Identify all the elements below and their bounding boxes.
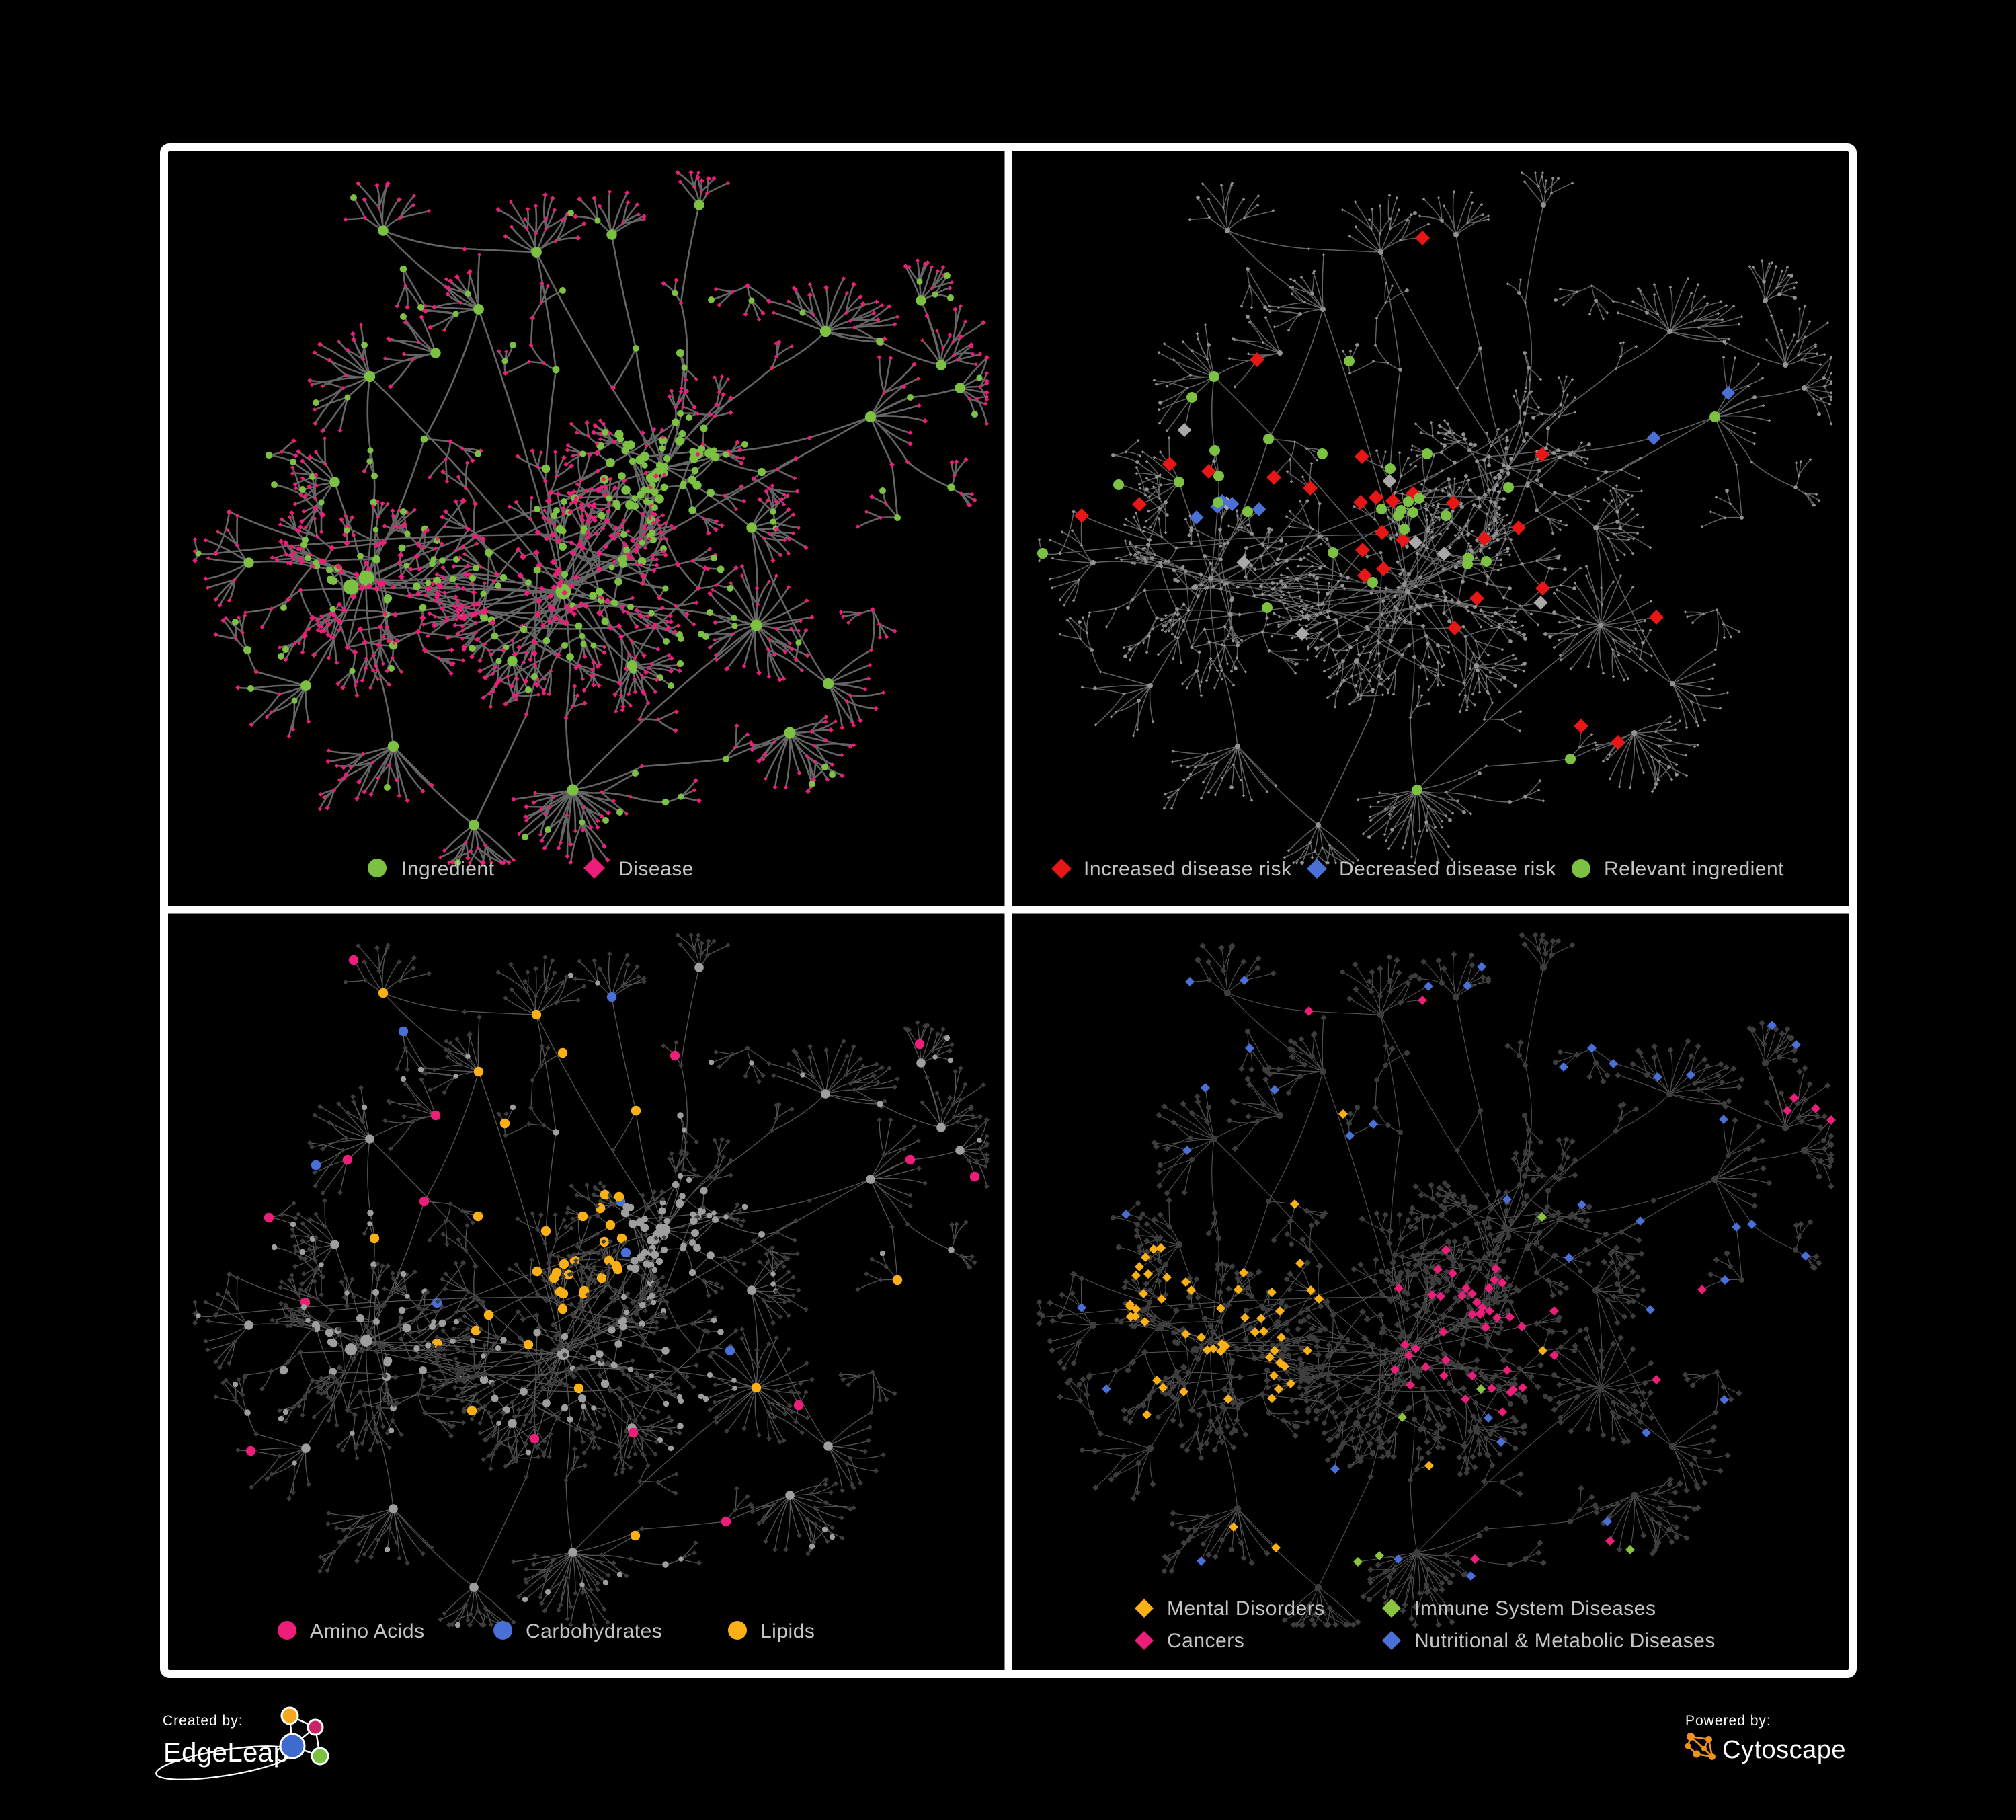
- svg-text:Ingredient: Ingredient: [401, 858, 495, 880]
- svg-text:Disease: Disease: [618, 858, 694, 880]
- svg-text:Created by:: Created by:: [163, 1713, 243, 1729]
- svg-text:Relevant ingredient: Relevant ingredient: [1604, 858, 1784, 880]
- svg-text:Mental Disorders: Mental Disorders: [1167, 1597, 1325, 1620]
- svg-text:Cancers: Cancers: [1167, 1630, 1244, 1652]
- svg-text:EdgeLeap: EdgeLeap: [163, 1738, 288, 1768]
- svg-text:Nutritional & Metabolic Diseas: Nutritional & Metabolic Diseases: [1414, 1630, 1716, 1652]
- svg-text:Immune System Diseases: Immune System Diseases: [1414, 1597, 1656, 1620]
- svg-text:Amino Acids: Amino Acids: [310, 1620, 425, 1643]
- svg-text:Powered by:: Powered by:: [1685, 1713, 1771, 1729]
- svg-text:Lipids: Lipids: [760, 1620, 815, 1643]
- svg-text:Carbohydrates: Carbohydrates: [526, 1620, 662, 1643]
- svg-text:Increased disease risk: Increased disease risk: [1084, 858, 1292, 880]
- svg-text:Cytoscape: Cytoscape: [1722, 1736, 1846, 1764]
- svg-text:Decreased disease risk: Decreased disease risk: [1339, 858, 1556, 880]
